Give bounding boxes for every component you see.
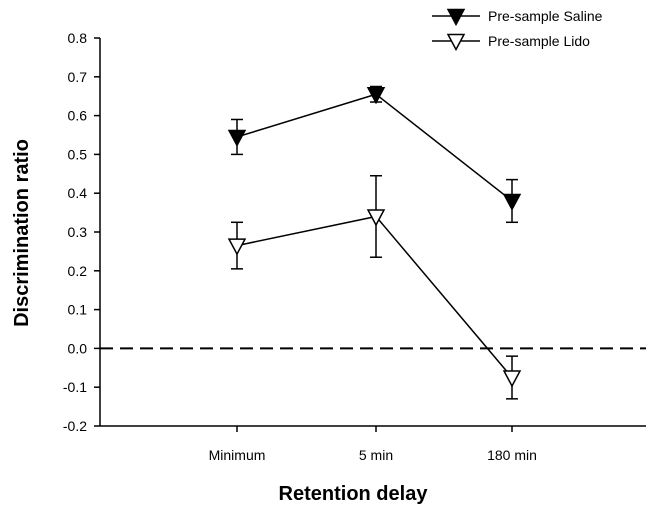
legend-label: Pre-sample Lido [488,33,590,49]
y-tick-label: 0.8 [68,30,88,46]
y-tick-label: 0.2 [68,263,88,279]
y-axis-title: Discrimination ratio [11,139,33,327]
data-point [366,209,386,227]
y-axis: -0.2 -0.1 0.0 0.1 0.2 0.3 0.4 0.5 0.6 0.7 0.8 [63,30,101,434]
series-saline [227,85,522,224]
y-tick-label: 0.7 [68,69,88,85]
y-tick-label: 0.6 [68,108,88,124]
y-tick-label: -0.1 [63,379,87,395]
y-tick-label: 0.5 [68,146,88,162]
legend-item: Pre-sample Saline [432,8,603,27]
data-point [502,370,522,388]
y-tick-label: 0.1 [68,302,88,318]
legend: Pre-sample Saline Pre-sample Lido [432,8,603,52]
y-tick-label: -0.2 [63,418,87,434]
data-point [227,129,247,148]
series-line [236,93,513,202]
y-tick-label: 0.0 [68,340,88,356]
series-layer [227,85,522,400]
series-lido [227,174,522,400]
data-point [502,193,522,212]
x-tick-label: 180 min [487,447,537,463]
legend-marker [446,8,466,27]
data-point [227,238,247,256]
x-axis: Minimum 5 min 180 min [100,425,646,463]
legend-label: Pre-sample Saline [488,8,603,24]
y-tick-label: 0.3 [68,224,88,240]
legend-marker [446,33,466,52]
y-tick-label: 0.4 [68,185,88,201]
x-tick-label: 5 min [359,447,393,463]
data-point [366,87,386,105]
x-tick-label: Minimum [209,447,266,463]
legend-item: Pre-sample Lido [432,33,590,52]
x-axis-title: Retention delay [279,483,429,505]
series-line [236,215,513,378]
